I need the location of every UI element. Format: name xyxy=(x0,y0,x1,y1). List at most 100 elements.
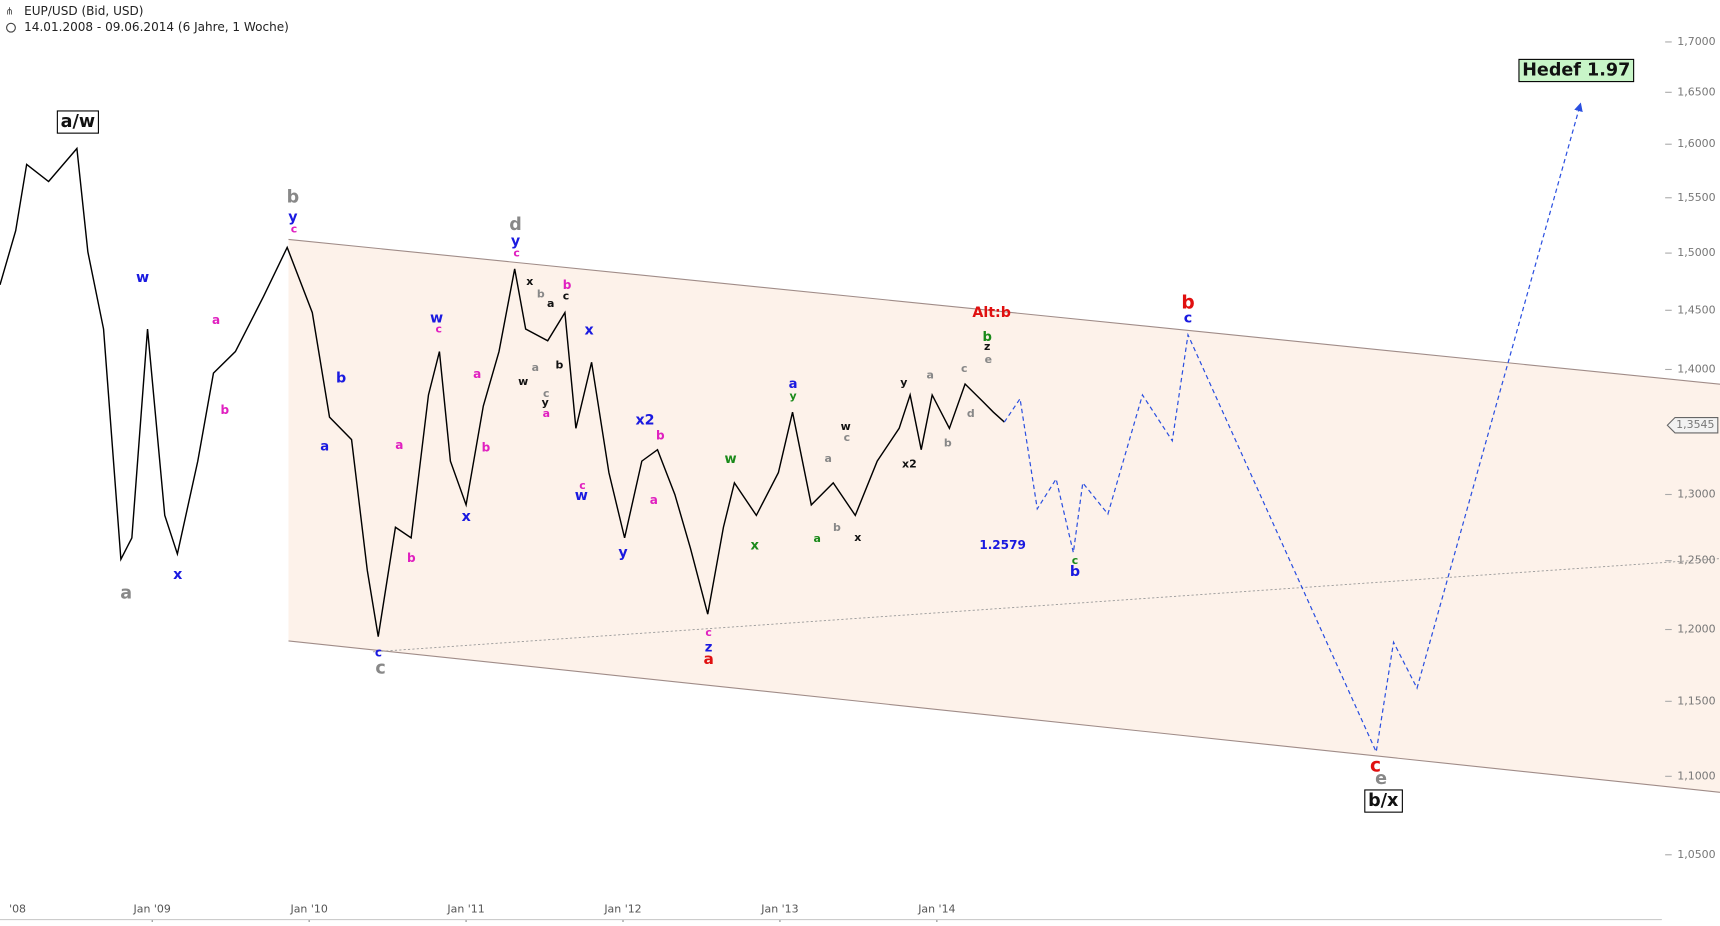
wave-label: c xyxy=(513,247,520,260)
x-tick-label: Jan '13 xyxy=(760,903,798,916)
x-tick-label: Jan '11 xyxy=(446,903,484,916)
wave-label: b xyxy=(1181,293,1194,314)
wave-label: x xyxy=(173,567,182,583)
wave-label: b xyxy=(983,330,992,345)
wave-label: b xyxy=(336,371,346,387)
channel xyxy=(288,239,1720,793)
wave-label: c xyxy=(961,362,968,375)
wave-label: a xyxy=(543,407,550,420)
wave-label: z xyxy=(705,640,713,655)
wave-label: w xyxy=(518,375,528,388)
chart-title: EUP/USD (Bid, USD) xyxy=(24,4,143,18)
wave-label: w xyxy=(575,488,588,504)
channel-mid xyxy=(372,558,1720,653)
wave-label: x xyxy=(854,531,861,544)
wave-label: c xyxy=(844,431,851,444)
wave-label: y xyxy=(288,209,298,225)
wave-label: x xyxy=(526,275,533,288)
projection-line xyxy=(1003,102,1583,754)
wave-label: b xyxy=(1070,564,1080,580)
wave-label: y xyxy=(790,389,797,402)
wave-label: y xyxy=(618,545,628,561)
wave-label: b xyxy=(944,436,952,449)
channel-lower xyxy=(288,640,1720,793)
wave-label: w xyxy=(841,420,851,433)
y-tick-label: 1,1000 xyxy=(1677,769,1715,782)
y-tick-label: 1,2000 xyxy=(1677,623,1715,636)
wave-label: a xyxy=(547,297,554,310)
x-tick-label: Jan '12 xyxy=(603,903,641,916)
wave-label: e xyxy=(985,353,992,366)
y-tick-label: 1,6000 xyxy=(1677,137,1715,150)
wave-label: w xyxy=(136,270,149,286)
wave-label: a xyxy=(824,452,831,465)
y-tick-label: 1,0500 xyxy=(1677,848,1715,861)
wave-label: x2 xyxy=(635,412,654,428)
wave-label: b xyxy=(563,278,572,292)
x-tick-label: Jan '10 xyxy=(289,903,327,916)
wave-label: z xyxy=(984,340,990,353)
wave-label: a/w xyxy=(61,112,95,132)
wave-label: w xyxy=(724,452,736,467)
wave-label: b xyxy=(537,287,545,300)
wave-label: c xyxy=(1370,755,1381,776)
wave-label: a xyxy=(212,313,220,327)
y-tick-label: 1,5000 xyxy=(1677,246,1715,259)
y-tick-label: 1,4500 xyxy=(1677,303,1715,316)
wave-label: d xyxy=(509,215,522,235)
header: EUP/USD (Bid, USD) 14.01.2008 - 09.06.20… xyxy=(5,4,288,34)
wave-label: a xyxy=(703,650,713,668)
wave-label: a xyxy=(395,438,403,452)
wave-label: a xyxy=(320,440,329,455)
wave-label: w xyxy=(430,310,443,326)
wave-label: b xyxy=(656,428,665,442)
icon xyxy=(6,22,16,33)
x-tick-label: Jan '09 xyxy=(133,903,171,916)
wave-label: b xyxy=(287,188,300,208)
y-tick-label: 1,4000 xyxy=(1677,362,1715,375)
wave-label: Hedef 1.97 xyxy=(1522,60,1630,80)
chart-subtitle: 14.01.2008 - 09.06.2014 (6 Jahre, 1 Woch… xyxy=(24,20,289,34)
wave-label: 1.2579 xyxy=(979,538,1026,552)
wave-label: Alt:b xyxy=(972,305,1011,321)
wave-label: e xyxy=(1375,769,1387,789)
wave-label: c xyxy=(1072,554,1079,567)
wave-label: x xyxy=(584,322,593,338)
y-tick-label: 1,2500 xyxy=(1677,554,1715,567)
y-tick-label: 1,3000 xyxy=(1677,487,1715,500)
wave-label: c xyxy=(436,322,442,335)
x-tick-label: '08 xyxy=(9,903,26,916)
wave-label: a xyxy=(927,368,934,381)
wave-label: y xyxy=(511,234,521,250)
wave-label: c xyxy=(375,645,382,659)
wave-label: a xyxy=(473,367,481,381)
wave-label: c xyxy=(291,223,297,236)
x-tick-label: Jan '14 xyxy=(917,903,955,916)
wave-label: b xyxy=(221,403,230,417)
wave-label: c xyxy=(705,626,712,639)
wave-label: c xyxy=(579,479,586,492)
last-price-label: 1,3545 xyxy=(1676,418,1714,431)
wave-label: b xyxy=(482,440,491,454)
price-line xyxy=(0,146,1005,637)
wave-label: y xyxy=(542,396,549,409)
wave-label: c xyxy=(1184,310,1192,326)
y-tick-label: 1,7000 xyxy=(1677,35,1715,48)
wave-label: x xyxy=(462,509,471,525)
wave-label: c xyxy=(375,658,385,678)
wave-label: b xyxy=(556,359,564,372)
wave-label: a xyxy=(120,584,132,604)
wave-label: b xyxy=(407,551,416,565)
wave-label: c xyxy=(563,289,570,302)
wave-label: x xyxy=(750,538,759,553)
last-price-box xyxy=(1666,416,1719,434)
y-tick-label: 1,1500 xyxy=(1677,694,1715,707)
y-tick-label: 1,5500 xyxy=(1677,191,1715,204)
wave-label: a xyxy=(814,532,821,545)
wave-label: a xyxy=(789,377,798,392)
label-box xyxy=(1364,789,1403,813)
channel-upper xyxy=(288,238,1720,385)
wave-label: a xyxy=(650,493,658,507)
